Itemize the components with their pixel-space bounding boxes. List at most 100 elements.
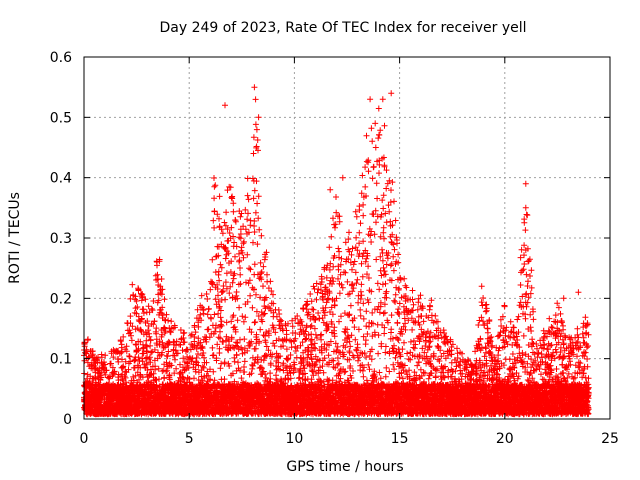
data-point	[208, 315, 215, 322]
data-point	[127, 358, 134, 365]
data-point	[258, 270, 264, 277]
data-point	[130, 373, 137, 380]
data-point	[332, 224, 338, 231]
data-point	[235, 359, 241, 366]
data-point	[244, 175, 251, 182]
data-point	[270, 340, 277, 347]
data-point	[84, 359, 91, 366]
data-point	[211, 311, 218, 318]
data-point	[211, 183, 218, 190]
data-point	[127, 313, 134, 320]
data-point	[232, 253, 238, 260]
data-point	[220, 338, 227, 345]
data-point	[211, 208, 218, 215]
data-point	[215, 268, 222, 275]
data-point	[219, 230, 226, 237]
data-point	[257, 326, 264, 333]
data-point	[264, 271, 270, 278]
data-point	[247, 266, 254, 273]
data-point	[249, 365, 256, 372]
data-point	[250, 150, 257, 157]
data-point	[111, 368, 118, 375]
data-point	[219, 289, 226, 296]
data-point	[228, 194, 235, 201]
data-point	[331, 333, 338, 340]
data-point	[253, 126, 260, 133]
data-point	[241, 238, 247, 245]
data-point	[249, 304, 256, 311]
data-point	[328, 233, 335, 240]
data-point	[205, 326, 212, 333]
data-point	[240, 318, 247, 325]
data-point	[234, 317, 241, 324]
data-point	[296, 374, 303, 381]
data-point	[307, 291, 314, 297]
data-point	[223, 270, 230, 277]
data-point	[260, 263, 267, 270]
data-point	[260, 283, 266, 290]
data-point	[118, 349, 125, 356]
data-point	[325, 352, 332, 359]
data-point	[323, 274, 330, 281]
data-point	[115, 377, 122, 384]
data-point	[254, 137, 261, 143]
data-point	[242, 206, 249, 213]
data-point	[102, 371, 109, 378]
data-point	[89, 348, 96, 355]
data-point	[221, 359, 228, 366]
data-point	[117, 338, 124, 345]
data-point	[129, 323, 136, 330]
data-point	[309, 306, 316, 313]
data-point	[195, 323, 202, 330]
data-point	[254, 200, 261, 207]
data-point	[123, 348, 130, 355]
data-point	[197, 311, 204, 318]
data-point	[127, 329, 134, 336]
data-point	[200, 310, 207, 317]
data-point	[218, 264, 225, 271]
data-point	[126, 353, 133, 359]
data-point	[242, 226, 249, 233]
data-point	[236, 304, 243, 311]
data-point	[216, 193, 223, 200]
data-point	[267, 278, 274, 285]
data-point	[102, 361, 108, 368]
data-point	[230, 208, 237, 215]
data-point	[147, 336, 154, 343]
data-point	[251, 261, 258, 268]
data-point	[247, 292, 254, 299]
data-point	[128, 332, 134, 339]
data-point	[252, 319, 259, 325]
data-point	[125, 366, 132, 373]
data-point	[271, 343, 278, 349]
data-points	[81, 84, 592, 418]
data-point	[227, 184, 234, 191]
data-point	[128, 337, 135, 344]
data-point	[204, 296, 211, 302]
data-point	[167, 328, 174, 335]
data-point	[250, 134, 257, 141]
data-point	[242, 314, 249, 321]
data-point	[110, 354, 117, 361]
data-point	[245, 210, 251, 217]
data-point	[318, 331, 325, 338]
data-point	[145, 303, 152, 310]
data-point	[147, 342, 154, 349]
data-point	[237, 213, 244, 220]
data-point	[252, 209, 259, 216]
data-point	[140, 310, 147, 317]
data-point	[158, 276, 165, 282]
data-point	[230, 200, 237, 207]
data-point	[250, 239, 256, 246]
data-point	[257, 259, 264, 266]
data-point	[211, 195, 218, 202]
data-point	[120, 333, 127, 340]
data-point	[253, 143, 260, 150]
data-point	[312, 331, 319, 338]
data-point	[217, 261, 224, 268]
data-point	[254, 241, 261, 248]
data-point	[228, 224, 235, 231]
data-point	[244, 192, 251, 199]
data-point	[102, 352, 109, 359]
